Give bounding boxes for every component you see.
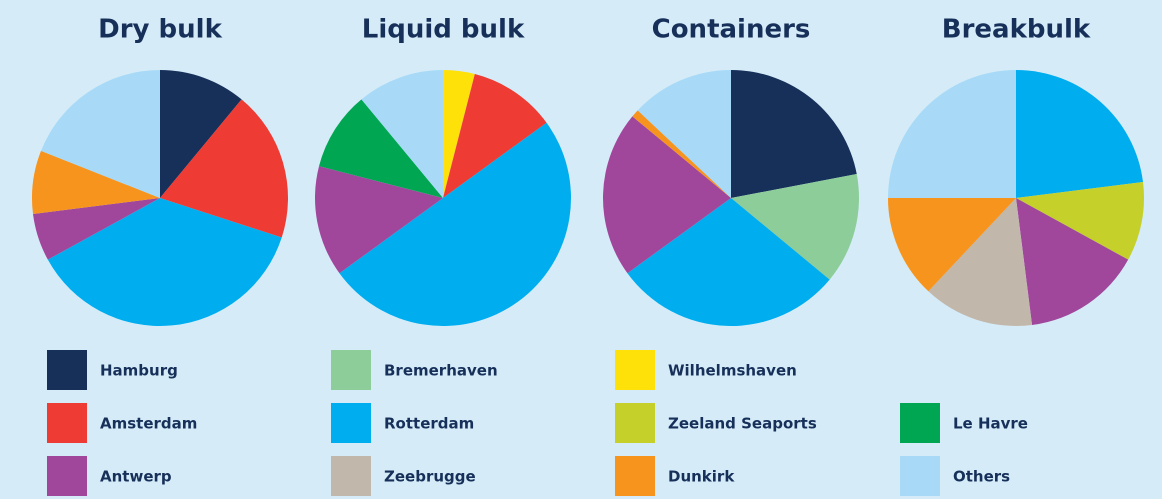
pie-slice xyxy=(1016,70,1143,198)
legend-label: Amsterdam xyxy=(100,415,197,433)
legend-label: Hamburg xyxy=(100,362,178,380)
legend-swatch xyxy=(47,456,87,496)
legend-swatch xyxy=(615,350,655,390)
chart-title: Breakbulk xyxy=(942,15,1091,45)
legend-label: Zeeland Seaports xyxy=(668,415,817,433)
pie-slice xyxy=(928,198,1033,327)
chart-title: Liquid bulk xyxy=(362,15,525,45)
pie-slice xyxy=(1016,181,1145,260)
pie-slice xyxy=(443,74,547,198)
pie-slice xyxy=(731,70,857,198)
pie-slice xyxy=(339,122,571,326)
chart-title: Dry bulk xyxy=(98,15,222,45)
legend-label: Rotterdam xyxy=(384,415,474,433)
pie-slice xyxy=(47,198,282,326)
legend-swatch xyxy=(615,456,655,496)
legend-swatch xyxy=(47,403,87,443)
legend-swatch xyxy=(331,403,371,443)
legend-label: Le Havre xyxy=(953,415,1028,433)
pie-slice xyxy=(40,70,160,198)
pie-slice xyxy=(888,70,1016,198)
pie-slice xyxy=(33,198,160,260)
legend-swatch xyxy=(615,403,655,443)
legend-label: Dunkirk xyxy=(668,468,735,486)
pie-slice xyxy=(160,70,242,198)
pie-slice xyxy=(160,99,289,238)
pie-slice xyxy=(603,116,731,274)
legend-label: Zeebrugge xyxy=(384,468,476,486)
pie-slice xyxy=(888,198,1016,292)
legend-label: Wilhelmshaven xyxy=(668,362,797,380)
legend-label: Bremerhaven xyxy=(384,362,498,380)
pie-slice xyxy=(731,174,860,280)
legend-swatch xyxy=(331,456,371,496)
pie-slice xyxy=(632,110,731,198)
legend-swatch xyxy=(331,350,371,390)
pie-slice xyxy=(443,70,475,198)
pie-slice xyxy=(1016,198,1129,325)
pie-slice xyxy=(627,198,830,327)
legend-label: Antwerp xyxy=(100,468,172,486)
legend-swatch xyxy=(900,403,940,443)
legend-swatch xyxy=(47,350,87,390)
pie-slice xyxy=(361,70,443,198)
legend-label: Others xyxy=(953,468,1010,486)
chart-title: Containers xyxy=(652,15,811,45)
pie-slice xyxy=(31,150,160,215)
pie-slice xyxy=(319,99,443,198)
pie-slice xyxy=(315,166,443,274)
pie-slice xyxy=(637,70,731,198)
legend-swatch xyxy=(900,456,940,496)
